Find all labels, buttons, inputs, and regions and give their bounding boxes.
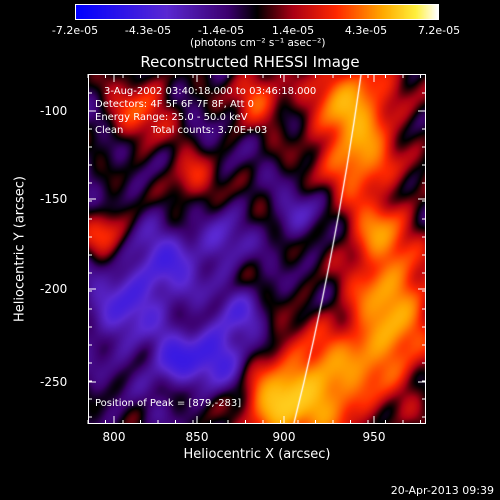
colorbar-tick-label: -7.2e-05: [51, 24, 99, 37]
y-tick-label: -150: [40, 192, 68, 206]
y-tick-label: -100: [40, 104, 68, 118]
colorbar-tick-label: -4.3e-05: [124, 24, 172, 37]
x-axis-label: Heliocentric X (arcsec): [183, 447, 331, 462]
colorbar-tick-label: 4.3e-05: [344, 24, 388, 37]
plot-timestamp: 20-Apr-2013 09:39: [390, 484, 494, 497]
colorbar-tick-label: 1.4e-05: [271, 24, 315, 37]
annotation-time-range: 3-Aug-2002 03:40:18.000 to 03:46:18.000: [104, 86, 317, 97]
plot-title: Reconstructed RHESSI Image: [140, 53, 360, 71]
x-tick-label: 850: [185, 430, 209, 444]
image-plot-area: 3-Aug-2002 03:40:18.000 to 03:46:18.000 …: [88, 74, 426, 424]
rhessi-heatmap: [89, 75, 425, 423]
x-tick-label: 950: [362, 430, 386, 444]
annotation-peak-position: Position of Peak = [879,-283]: [95, 398, 242, 409]
colorbar-tick-label: -1.4e-05: [197, 24, 245, 37]
colorbar-tick-label: 7.2e-05: [417, 24, 461, 37]
y-tick-label: -200: [40, 282, 68, 296]
annotation-total-counts: Total counts: 3.70E+03: [151, 125, 268, 136]
annotation-detectors: Detectors: 4F 5F 6F 7F 8F, Att 0: [95, 99, 255, 110]
annotation-clean: Clean: [95, 125, 124, 136]
y-axis-label: Heliocentric Y (arcsec): [12, 176, 28, 322]
y-tick-label: -250: [40, 375, 68, 389]
x-tick-label: 800: [102, 430, 126, 444]
annotation-energy: Energy Range: 25.0 - 50.0 keV: [95, 112, 248, 123]
colorbar: [75, 4, 439, 20]
x-tick-label: 900: [272, 430, 296, 444]
colorbar-units: (photons cm⁻² s⁻¹ asec⁻²): [190, 37, 326, 49]
